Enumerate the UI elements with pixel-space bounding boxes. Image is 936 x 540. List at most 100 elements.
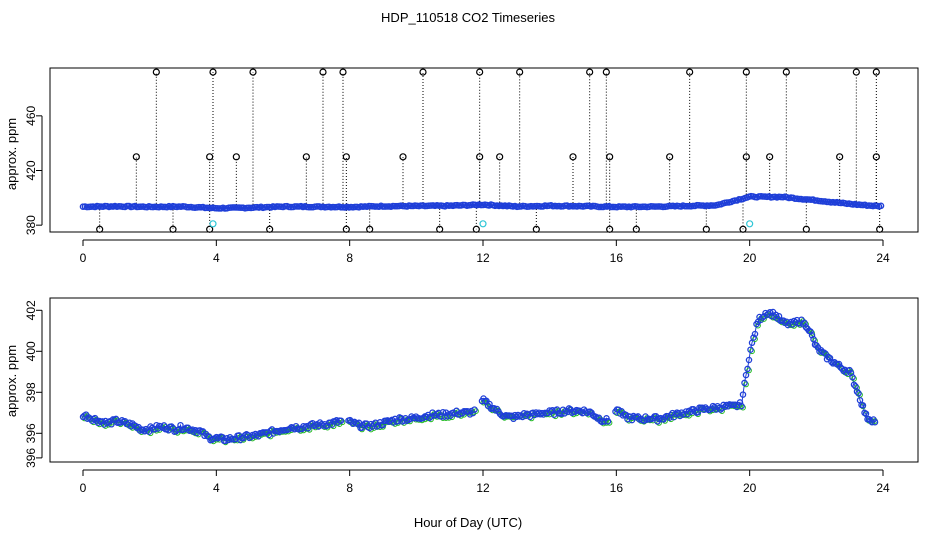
green-point xyxy=(606,419,613,426)
top-x-tick-label: 16 xyxy=(610,251,624,265)
data-point xyxy=(630,412,637,420)
data-point xyxy=(715,404,723,412)
green-point xyxy=(755,322,761,329)
data-point xyxy=(492,407,499,414)
outlier-point xyxy=(169,225,177,233)
green-point xyxy=(339,419,346,426)
top-outlier-spikes xyxy=(96,68,884,233)
fill-point xyxy=(209,220,217,228)
fill-point xyxy=(746,220,754,228)
outlier-point xyxy=(852,68,860,76)
outlier-point xyxy=(472,225,480,233)
data-point xyxy=(363,420,370,427)
outlier-point xyxy=(739,225,747,233)
outlier-point xyxy=(802,225,810,233)
outlier-point xyxy=(836,153,844,161)
data-point xyxy=(736,399,744,406)
data-point xyxy=(741,379,748,387)
green-point xyxy=(851,375,857,382)
bottom-y-tick-label: 396 xyxy=(24,448,38,468)
data-point xyxy=(766,308,774,316)
fill-point xyxy=(479,220,487,228)
green-point xyxy=(473,408,479,415)
outlier-point xyxy=(766,153,774,161)
outlier-point xyxy=(342,225,350,233)
outlier-point xyxy=(266,225,274,233)
data-point xyxy=(196,427,204,434)
data-point xyxy=(661,414,669,421)
data-point xyxy=(772,311,780,319)
top-y-tick-label: 460 xyxy=(24,106,38,126)
data-point xyxy=(739,391,747,398)
outlier-point xyxy=(476,153,484,161)
top-x-tick-label: 0 xyxy=(80,251,87,265)
bottom-x-tick-label: 16 xyxy=(610,481,624,495)
data-point xyxy=(175,425,183,433)
data-point xyxy=(745,356,753,364)
outlier-point xyxy=(319,68,327,76)
green-point xyxy=(428,416,434,423)
data-point xyxy=(810,335,817,343)
outlier-point xyxy=(96,225,104,233)
bottom-x-tick-label: 0 xyxy=(80,481,87,495)
top-axes: 0 4 8 12 16 20 24 380 420 460 xyxy=(24,106,890,265)
outlier-point xyxy=(532,225,540,233)
data-point xyxy=(871,418,879,426)
outlier-point xyxy=(586,68,594,76)
top-y-axis-label: approx. ppm xyxy=(4,118,19,190)
data-point xyxy=(850,381,858,388)
outlier-point xyxy=(476,68,484,76)
outlier-point xyxy=(209,68,217,76)
data-point xyxy=(742,371,750,379)
top-x-tick-label: 20 xyxy=(743,251,757,265)
data-point xyxy=(807,328,814,335)
bottom-x-tick-label: 8 xyxy=(346,481,353,495)
outlier-point xyxy=(686,68,694,76)
data-point xyxy=(744,365,751,373)
data-point xyxy=(168,423,175,430)
figure-title: HDP_110518 CO2 Timeseries xyxy=(381,10,555,25)
bottom-y-tick-label: 398 xyxy=(24,382,38,402)
green-point xyxy=(743,381,749,388)
top-fill-points xyxy=(209,220,754,228)
data-point xyxy=(604,418,612,425)
green-point xyxy=(719,408,725,415)
outlier-point xyxy=(232,153,240,161)
outlier-point xyxy=(569,153,577,161)
data-point xyxy=(595,414,603,422)
bottom-axes: 0 4 8 12 16 20 24 396 396 398 400 402 xyxy=(24,300,890,495)
outlier-point xyxy=(742,153,750,161)
bottom-y-tick-label: 402 xyxy=(24,300,38,320)
top-main-series xyxy=(79,192,885,212)
green-point xyxy=(800,318,806,325)
outlier-point xyxy=(632,225,640,233)
outlier-point xyxy=(132,153,140,161)
top-y-tick-label: 420 xyxy=(24,160,38,180)
green-point xyxy=(854,384,860,391)
data-point xyxy=(786,320,793,327)
outlier-point xyxy=(606,225,614,233)
data-point xyxy=(582,408,589,415)
data-point xyxy=(826,354,834,362)
data-point xyxy=(877,202,885,210)
outlier-point xyxy=(516,68,524,76)
top-x-tick-label: 24 xyxy=(876,251,890,265)
outlier-point xyxy=(742,68,750,76)
data-point xyxy=(669,409,676,417)
data-point xyxy=(855,390,862,397)
outlier-point xyxy=(782,68,790,76)
green-point xyxy=(252,434,259,440)
data-point xyxy=(747,346,754,353)
outlier-point xyxy=(419,68,427,76)
data-point xyxy=(859,402,867,409)
outlier-point xyxy=(872,68,880,76)
outlier-point xyxy=(302,153,310,161)
data-point xyxy=(670,413,678,421)
outlier-point xyxy=(342,153,350,161)
outlier-point xyxy=(666,153,674,161)
outlier-point xyxy=(606,153,614,161)
data-point xyxy=(471,406,478,413)
data-point xyxy=(738,402,745,410)
bottom-x-tick-label: 4 xyxy=(213,481,220,495)
top-x-tick-label: 12 xyxy=(476,251,490,265)
